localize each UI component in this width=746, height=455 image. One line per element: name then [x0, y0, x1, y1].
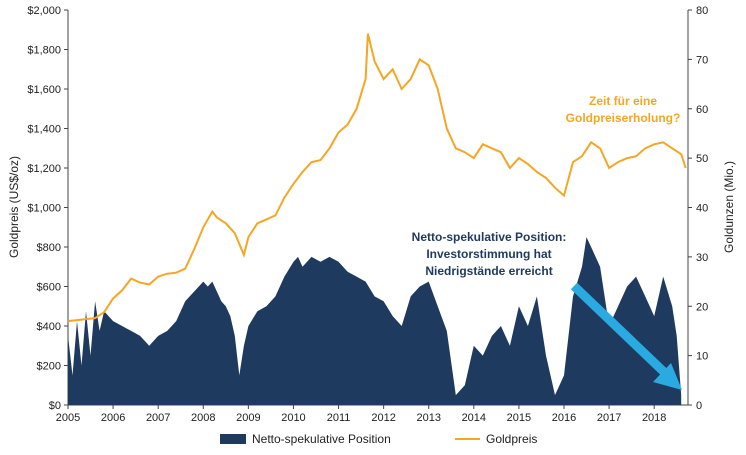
net-position-area [68, 237, 682, 405]
left-y-tick-label: $200 [37, 361, 61, 373]
x-tick-label: 2011 [327, 412, 351, 424]
right-y-tick-label: 70 [696, 54, 708, 66]
right-y-tick-label: 10 [696, 351, 708, 363]
left-y-tick-label: $800 [37, 242, 61, 254]
right-y-tick-label: 80 [696, 5, 708, 17]
net-annotation-line: Investorstimmung hat [426, 247, 551, 261]
x-tick-label: 2012 [371, 412, 395, 424]
x-tick-label: 2005 [56, 412, 80, 424]
left-y-tick-label: $1,400 [27, 124, 61, 136]
x-tick-label: 2007 [146, 412, 170, 424]
x-tick-label: 2015 [507, 412, 531, 424]
net-annotation: Netto-spekulative Position: Investorstimm… [412, 230, 567, 278]
x-tick-label: 2008 [191, 412, 215, 424]
x-ticks: 2005 2006 2007 2008 2009 2010 2011 2012 2013 2014… [56, 405, 666, 424]
gold-annotation-line: Zeit für eine [589, 94, 657, 108]
x-tick-label: 2010 [281, 412, 305, 424]
gold-price-series [67, 33, 687, 323]
right-y-ticks: 0 10 20 30 40 50 60 70 80 [688, 5, 708, 412]
left-axis-title: Goldpreis (US$/oz) [7, 156, 21, 258]
left-y-tick-label: $600 [37, 282, 61, 294]
right-y-tick-label: 40 [696, 203, 708, 215]
left-y-tick-label: $1,600 [27, 84, 61, 96]
right-y-tick-label: 50 [696, 153, 708, 165]
x-tick-label: 2009 [236, 412, 260, 424]
gold-annotation: Zeit für eine Goldpreiserholung? [566, 94, 681, 125]
left-y-ticks: $0 $200 $400 $600 $800 $1,000 $1,200 $1,400 $1,6… [27, 5, 68, 412]
gold-annotation-line: Goldpreiserholung? [566, 111, 681, 125]
legend-swatch-net-position [220, 434, 246, 444]
legend-label-gold-price: Goldpreis [486, 432, 537, 446]
x-tick-label: 2017 [597, 412, 621, 424]
trend-arrow-group [570, 282, 682, 390]
trend-arrow-shaft [570, 282, 669, 377]
gold-price-line [67, 33, 687, 323]
right-y-tick-label: 0 [696, 400, 702, 412]
net-annotation-line: Netto-spekulative Position: [412, 230, 567, 244]
legend: Netto-spekulative Position Goldpreis [220, 432, 537, 446]
x-tick-label: 2018 [642, 412, 666, 424]
left-y-tick-label: $400 [37, 321, 61, 333]
left-y-tick-label: $0 [49, 400, 61, 412]
right-y-tick-label: 60 [696, 104, 708, 116]
legend-label-net-position: Netto-spekulative Position [252, 432, 391, 446]
right-axis-title: Goldunzen (Mio.) [722, 161, 736, 253]
trend-arrow-head [653, 363, 682, 390]
left-y-tick-label: $2,000 [27, 5, 61, 17]
left-y-tick-label: $1,000 [27, 203, 61, 215]
right-y-tick-label: 30 [696, 252, 708, 264]
x-tick-label: 2006 [101, 412, 125, 424]
left-y-tick-label: $1,800 [27, 45, 61, 57]
net-position-series [68, 237, 682, 405]
x-tick-label: 2014 [462, 412, 486, 424]
net-annotation-line: Niedrigstände erreicht [425, 264, 552, 278]
x-tick-label: 2013 [416, 412, 440, 424]
x-tick-label: 2016 [552, 412, 576, 424]
left-y-tick-label: $1,200 [27, 163, 61, 175]
right-y-tick-label: 20 [696, 301, 708, 313]
